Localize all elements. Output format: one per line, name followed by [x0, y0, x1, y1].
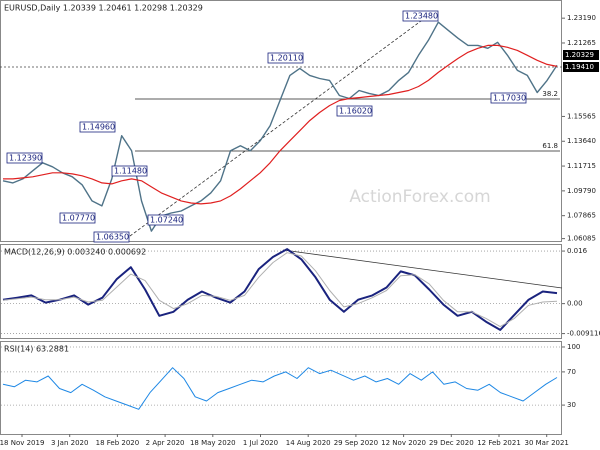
y-tick-label: 1.13640	[567, 137, 596, 145]
x-tick-label: 14 Aug 2020	[286, 439, 331, 447]
annotation: 1.14960	[82, 123, 115, 132]
annotation: 1.07770	[62, 214, 95, 223]
x-tick-label: 1 Jul 2020	[243, 439, 278, 447]
annotation: 1.16020	[339, 107, 372, 116]
macd-title: MACD(12,26,9) 0.003240 0.000692	[4, 248, 146, 257]
series-line	[2, 252, 558, 328]
x-tick-label: 3 Jan 2020	[51, 439, 89, 447]
y-tick-label: 100	[567, 343, 580, 351]
series-line	[3, 44, 558, 205]
y-tick-label: 1.07865	[567, 212, 596, 220]
series-line	[2, 21, 558, 232]
series-line	[2, 367, 558, 410]
annotation-box	[111, 165, 148, 177]
annotation: 1.12390	[9, 154, 42, 163]
annotation-box	[79, 121, 116, 133]
annotation-box	[336, 105, 373, 117]
price-tag: 1.20329	[565, 51, 594, 59]
price-tag-box	[563, 50, 599, 60]
watermark: ActionForex.com	[349, 187, 490, 207]
y-tick-label: 1.11715	[567, 162, 596, 170]
annotation: 1.20110	[270, 54, 303, 63]
macd-panel	[0, 244, 562, 339]
x-tick-label: 18 Feb 2020	[96, 439, 140, 447]
y-tick-label: 1.23190	[567, 14, 596, 22]
y-tick-label: 1.06085	[567, 235, 596, 243]
fib-label: 61.8	[542, 142, 558, 150]
annotation: 1.23480	[405, 12, 438, 21]
annotation-box	[6, 152, 43, 164]
annotation-box	[59, 212, 96, 224]
rsi-title: RSI(14) 63.2881	[4, 345, 69, 354]
x-tick-label: 12 Feb 2021	[477, 439, 521, 447]
y-tick-label: 1.09790	[567, 187, 596, 195]
macd-trend-line	[282, 249, 563, 289]
x-tick-label: 29 Sep 2020	[334, 439, 378, 447]
annotation-box	[490, 92, 527, 104]
y-tick-label: 0.00	[567, 300, 583, 308]
price-title: EURUSD,Daily 1.20339 1.20461 1.20298 1.2…	[4, 4, 203, 13]
annotation-box	[402, 10, 439, 22]
annotation: 1.06350	[96, 233, 129, 242]
annotation: 1.07240	[150, 216, 183, 225]
y-tick-label: 1.21265	[567, 39, 596, 47]
annotation-box	[93, 231, 130, 243]
y-tick-label: 70	[567, 368, 576, 376]
y-tick-label: 1.15565	[567, 112, 596, 120]
x-tick-label: 12 Nov 2020	[381, 439, 426, 447]
price-panel	[0, 0, 562, 242]
x-tick-label: 2 Apr 2020	[146, 439, 185, 447]
annotation-box	[147, 214, 184, 226]
x-tick-label: 18 May 2020	[190, 439, 236, 447]
price-tag: 1.19410	[565, 63, 594, 71]
x-tick-label: 29 Dec 2020	[429, 439, 474, 447]
annotation-box	[267, 52, 304, 64]
price-tag-box	[563, 62, 599, 72]
annotation: 1.11480	[114, 167, 147, 176]
rsi-panel	[0, 341, 562, 435]
x-tick-label: 30 Mar 2021	[525, 439, 569, 447]
fib-label: 38.2	[542, 90, 558, 98]
y-tick-label: -0.009116	[567, 330, 600, 338]
y-tick-label: 0.016	[567, 247, 588, 255]
annotation: 1.17030	[493, 94, 526, 103]
x-tick-label: 18 Nov 2019	[0, 439, 44, 447]
y-tick-label: 30	[567, 401, 576, 409]
